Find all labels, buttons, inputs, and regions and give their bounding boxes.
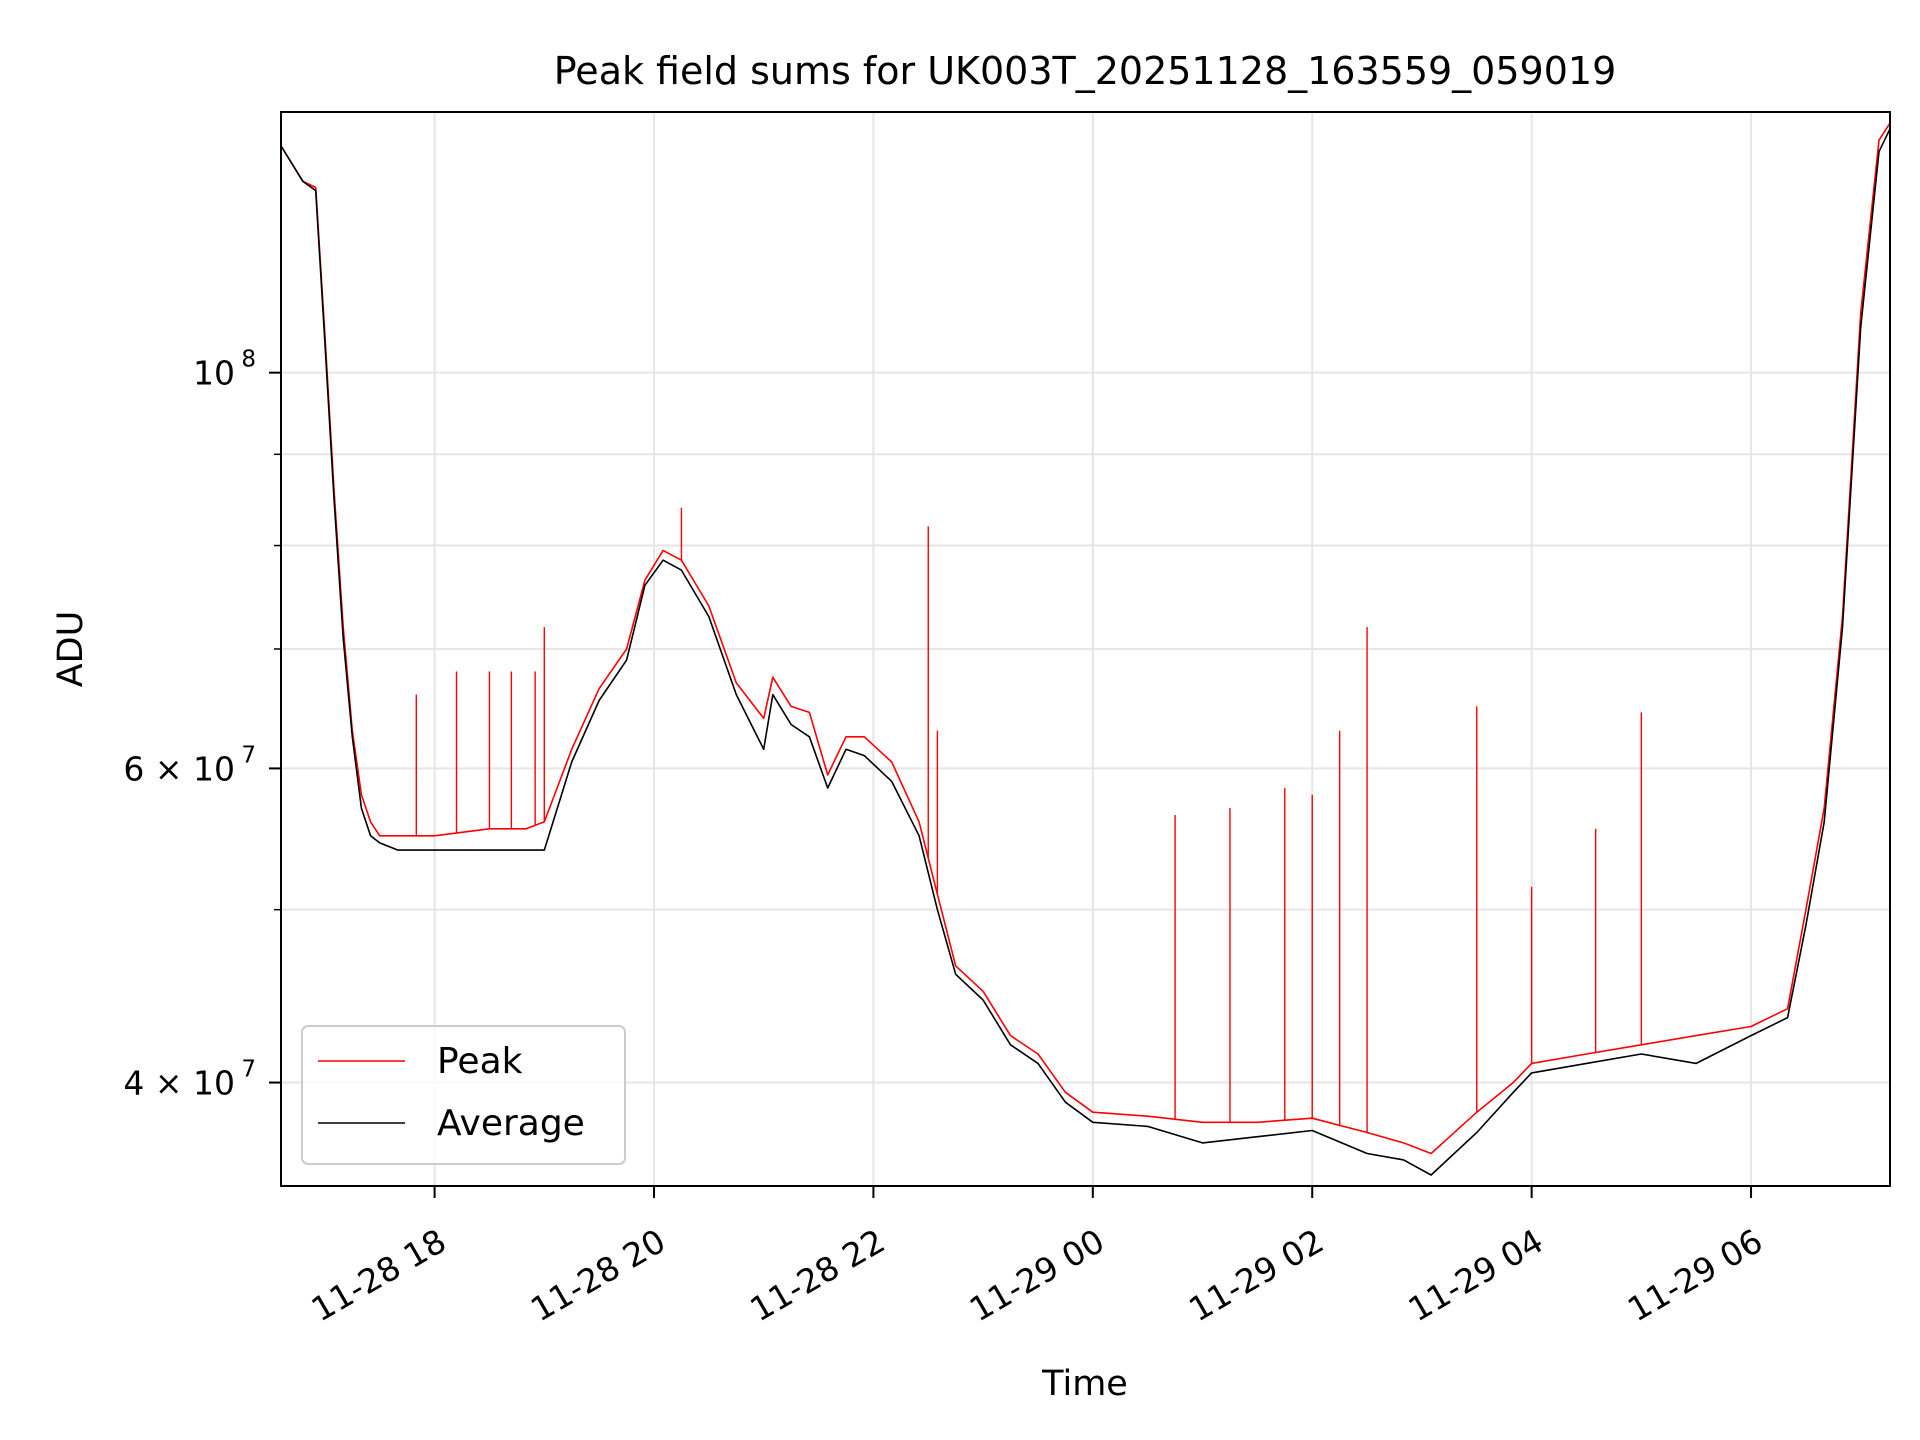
y-tick-label-exponent: 7 bbox=[241, 1057, 256, 1083]
y-tick-label: 6 × 10 bbox=[123, 749, 235, 788]
y-tick-label-exponent: 7 bbox=[241, 742, 256, 768]
grid bbox=[281, 112, 1890, 1186]
y-tick-label-base: 4 × 10 bbox=[123, 1064, 235, 1103]
y-tick-label-base: 10 bbox=[193, 354, 235, 393]
chart-title: Peak field sums for UK003T_20251128_1635… bbox=[554, 49, 1617, 93]
y-tick-label: 4 × 10 bbox=[123, 1064, 235, 1103]
series-group bbox=[281, 122, 1890, 1176]
x-axis-label: Time bbox=[1041, 1364, 1128, 1404]
y-tick-label-base: 6 × 10 bbox=[123, 749, 235, 788]
y-axis-label: ADU bbox=[51, 611, 91, 688]
series-line-average bbox=[281, 128, 1890, 1176]
series-lines bbox=[281, 122, 1890, 1176]
y-axis-ticks: 10 86 × 10 74 × 10 7 bbox=[123, 347, 281, 1103]
y-tick-label-exponent: 8 bbox=[241, 347, 256, 373]
y-tick-label: 10 bbox=[193, 354, 235, 393]
legend-label-peak: Peak bbox=[437, 1041, 523, 1082]
legend-label-average: Average bbox=[437, 1103, 585, 1144]
series-line-peak bbox=[281, 122, 1890, 1155]
legend: Peak Average bbox=[301, 1025, 626, 1165]
